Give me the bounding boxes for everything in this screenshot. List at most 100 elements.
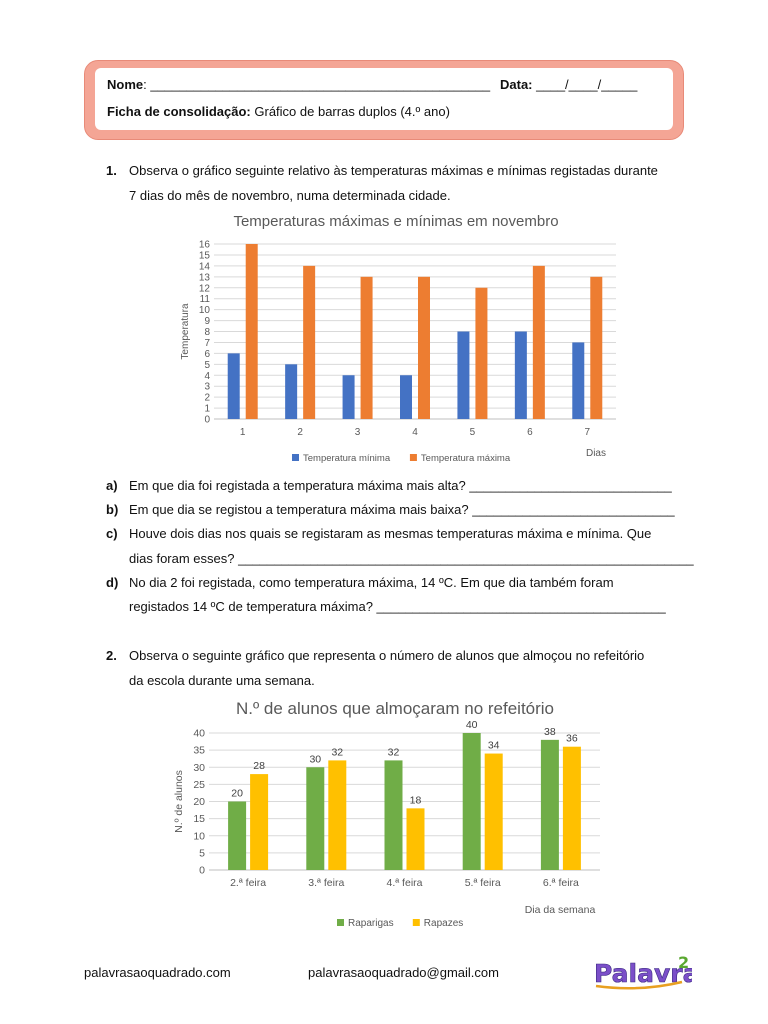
x-tick-label: 4 (412, 427, 418, 438)
bar-rapazes (562, 746, 581, 870)
bar-temperatura-m-xima (245, 244, 258, 419)
legend-swatch (292, 454, 299, 461)
q1a-text[interactable]: Em que dia foi registada a temperatura m… (129, 478, 672, 493)
data-label: 32 (331, 746, 343, 758)
y-tick-label: 4 (204, 371, 210, 382)
q1a-letter: a) (106, 478, 118, 493)
q1-number: 1. (106, 163, 117, 178)
y-tick-label: 35 (193, 745, 205, 757)
y-tick-label: 2 (204, 393, 210, 404)
lunch-chart-svg: N.º de alunos que almoçaram no refeitóri… (172, 694, 618, 936)
legend-label: Raparigas (348, 918, 394, 929)
y-tick-label: 15 (193, 813, 205, 825)
x-tick-label: 1 (240, 427, 246, 438)
bar-temperatura-m-xima (532, 265, 545, 419)
sheet-label: Ficha de consolidação: (107, 104, 251, 119)
x-axis-label: Dia da semana (525, 904, 596, 916)
bar-temperatura-m-xima (303, 265, 316, 419)
bar-temperatura-m-nima (400, 375, 412, 419)
x-tick-label: 4.ª feira (387, 877, 423, 889)
bar-raparigas (306, 767, 325, 870)
x-tick-label: 5 (470, 427, 476, 438)
y-axis-label: Temperatura (180, 303, 191, 360)
bar-temperatura-m-xima (475, 287, 488, 419)
q1-text-line1: Observa o gráfico seguinte relativo às t… (129, 163, 658, 178)
legend-label: Temperatura máxima (421, 453, 511, 464)
date-label: Data: (500, 77, 533, 92)
logo-superscript: 2 (678, 953, 689, 972)
bar-rapazes (328, 760, 347, 870)
q2-text-line1: Observa o seguinte gráfico que represent… (129, 648, 645, 663)
legend-swatch (409, 454, 417, 461)
bar-temperatura-m-nima (457, 331, 470, 419)
q1b-letter: b) (106, 502, 119, 517)
data-label: 20 (231, 788, 243, 800)
y-tick-label: 10 (193, 830, 205, 842)
bar-rapazes (484, 753, 503, 870)
header-box: Nome: __________________________________… (84, 60, 684, 140)
bar-raparigas (540, 739, 559, 870)
data-label: 38 (544, 726, 556, 738)
bar-rapazes (250, 774, 269, 870)
temperature-chart: Temperaturas máximas e mínimas em novemb… (176, 206, 616, 471)
q1b-text[interactable]: Em que dia se registou a temperatura máx… (129, 502, 675, 517)
y-axis-label: N.º de alunos (173, 770, 185, 833)
bar-raparigas (228, 801, 247, 870)
bar-temperatura-m-xima (360, 276, 373, 419)
y-tick-label: 10 (199, 305, 211, 316)
y-tick-label: 7 (204, 338, 210, 349)
bar-temperatura-m-nima (342, 375, 355, 419)
q2-number: 2. (106, 648, 117, 663)
name-row: Nome: __________________________________… (107, 77, 490, 92)
legend-swatch (412, 919, 420, 926)
legend-swatch (337, 919, 344, 926)
y-tick-label: 16 (199, 240, 211, 251)
bar-temperatura-m-nima (285, 364, 298, 419)
data-label: 32 (388, 746, 400, 758)
y-tick-label: 3 (204, 382, 210, 393)
q1c-letter: c) (106, 526, 118, 541)
bar-raparigas (384, 760, 403, 870)
data-label: 36 (566, 733, 578, 745)
q1d-letter: d) (106, 575, 119, 590)
bar-temperatura-m-xima (590, 276, 603, 419)
data-label: 34 (488, 740, 500, 752)
q1d-text-line1: No dia 2 foi registada, como temperatura… (129, 575, 614, 590)
q1d-text-line2[interactable]: registados 14 ºC de temperatura máxima? … (129, 599, 666, 614)
x-tick-label: 3 (355, 427, 361, 438)
legend-label: Rapazes (424, 918, 463, 929)
bar-raparigas (462, 733, 481, 870)
date-field[interactable]: ____/____/_____ (536, 77, 638, 92)
x-tick-label: 2.ª feira (230, 877, 266, 889)
y-tick-label: 20 (193, 796, 205, 808)
data-label: 40 (466, 719, 478, 731)
sheet-row: Ficha de consolidação: Gráfico de barras… (107, 104, 450, 119)
footer-email[interactable]: palavrasaoquadrado@gmail.com (308, 965, 499, 980)
q1-text-line2: 7 dias do mês de novembro, numa determin… (129, 188, 451, 203)
x-tick-label: 3.ª feira (308, 877, 344, 889)
y-tick-label: 9 (204, 316, 210, 327)
y-tick-label: 0 (199, 865, 205, 877)
logo-swoosh (595, 980, 683, 990)
footer-website[interactable]: palavrasaoquadrado.com (84, 965, 231, 980)
bar-temperatura-m-nima (572, 342, 585, 419)
y-tick-label: 0 (204, 415, 210, 426)
palavras-logo-svg: Palavras 2 (594, 953, 715, 990)
x-tick-label: 6.ª feira (543, 877, 579, 889)
name-field[interactable]: : ______________________________________… (143, 77, 491, 92)
y-tick-label: 15 (199, 250, 211, 261)
temperature-chart-svg: Temperaturas máximas e mínimas em novemb… (176, 206, 616, 468)
y-tick-label: 12 (199, 283, 211, 294)
data-label: 30 (309, 753, 321, 765)
lunch-chart: N.º de alunos que almoçaram no refeitóri… (172, 694, 618, 939)
x-tick-label: 6 (527, 427, 533, 438)
bar-rapazes (406, 808, 425, 870)
x-tick-label: 5.ª feira (465, 877, 501, 889)
y-tick-label: 1 (204, 404, 210, 415)
y-tick-label: 14 (199, 261, 211, 272)
chart-title: N.º de alunos que almoçaram no refeitóri… (236, 699, 554, 718)
chart-title: Temperaturas máximas e mínimas em novemb… (233, 213, 558, 230)
q1c-text-line2[interactable]: dias foram esses? ______________________… (129, 551, 694, 566)
q2-text-line2: da escola durante uma semana. (129, 673, 315, 688)
y-tick-label: 40 (193, 728, 205, 740)
